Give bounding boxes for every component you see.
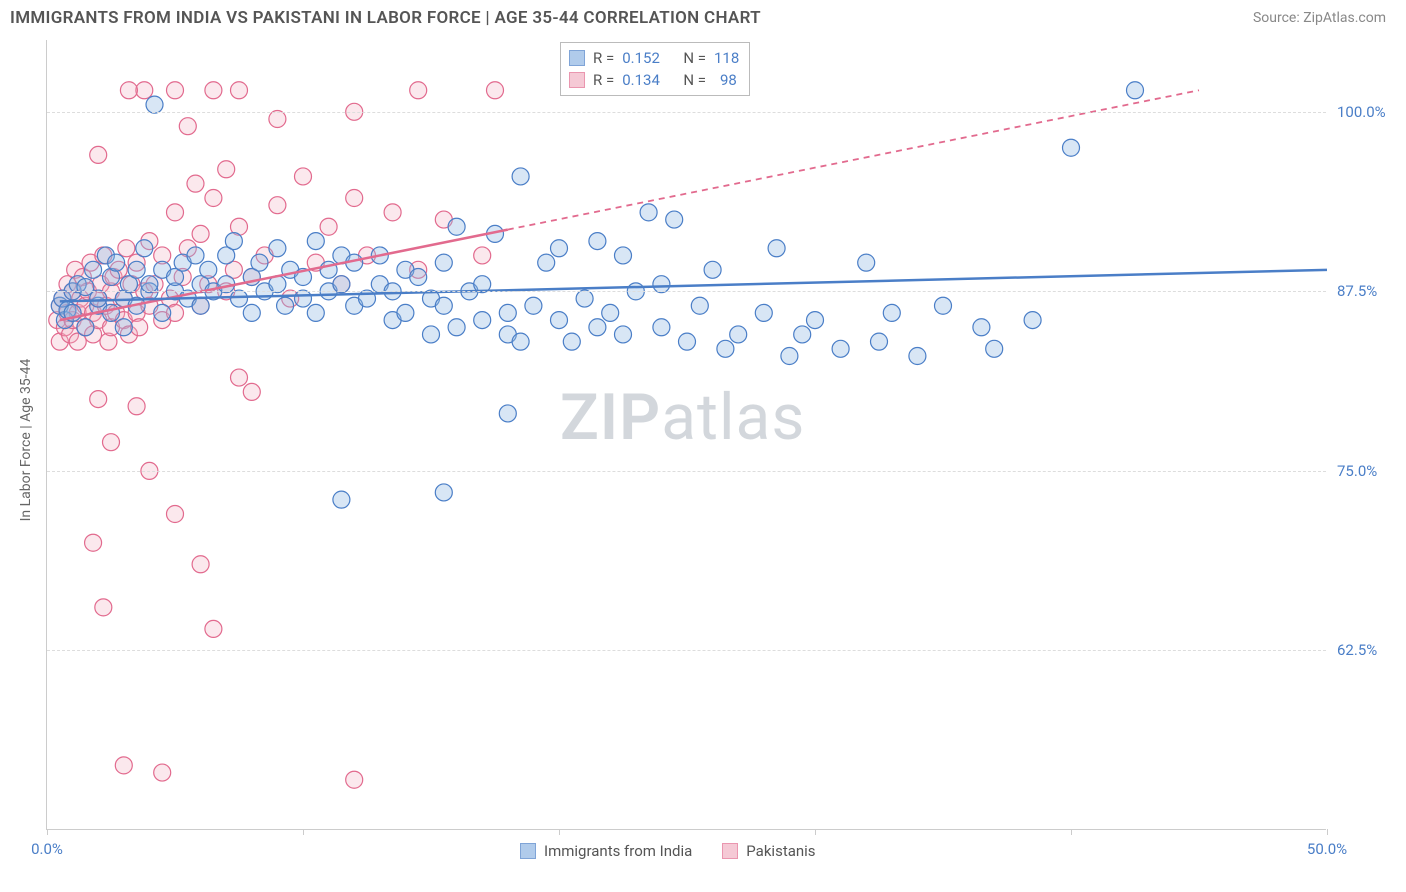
- r-value-series-b: 0.134: [622, 71, 660, 89]
- y-tick-label: 100.0%: [1337, 103, 1386, 121]
- stats-row-series-b: R = 0.134 N = 98: [569, 69, 739, 91]
- r-label: R =: [593, 49, 614, 67]
- legend-item-series-a: Immigrants from India: [520, 842, 692, 860]
- y-tick-label: 87.5%: [1337, 282, 1377, 300]
- swatch-series-a: [520, 843, 536, 859]
- y-tick-label: 62.5%: [1337, 641, 1377, 659]
- n-value-series-a: 118: [714, 49, 739, 67]
- y-tick-label: 75.0%: [1337, 462, 1377, 480]
- n-label: N =: [683, 49, 706, 67]
- swatch-series-b: [722, 843, 738, 859]
- scatter-svg: [47, 40, 1326, 829]
- bottom-legend: Immigrants from India Pakistanis: [520, 842, 816, 860]
- legend-label-series-b: Pakistanis: [746, 842, 815, 860]
- chart-source: Source: ZipAtlas.com: [1253, 10, 1386, 26]
- r-label: R =: [593, 71, 614, 89]
- x-tick-label: 0.0%: [31, 840, 63, 858]
- n-label: N =: [683, 71, 706, 89]
- y-axis-label: In Labor Force | Age 35-44: [18, 359, 34, 522]
- r-value-series-a: 0.152: [622, 49, 660, 67]
- x-tick-label: 50.0%: [1307, 840, 1347, 858]
- swatch-series-a: [569, 50, 585, 66]
- n-value-series-b: 98: [720, 71, 737, 89]
- stats-row-series-a: R = 0.152 N = 118: [569, 47, 739, 69]
- chart-title: IMMIGRANTS FROM INDIA VS PAKISTANI IN LA…: [10, 8, 761, 28]
- swatch-series-b: [569, 72, 585, 88]
- chart-plot-area: 62.5%75.0%87.5%100.0%0.0%50.0%: [46, 40, 1326, 830]
- stats-legend: R = 0.152 N = 118 R = 0.134 N = 98: [560, 42, 750, 96]
- legend-item-series-b: Pakistanis: [722, 842, 815, 860]
- legend-label-series-a: Immigrants from India: [544, 842, 692, 860]
